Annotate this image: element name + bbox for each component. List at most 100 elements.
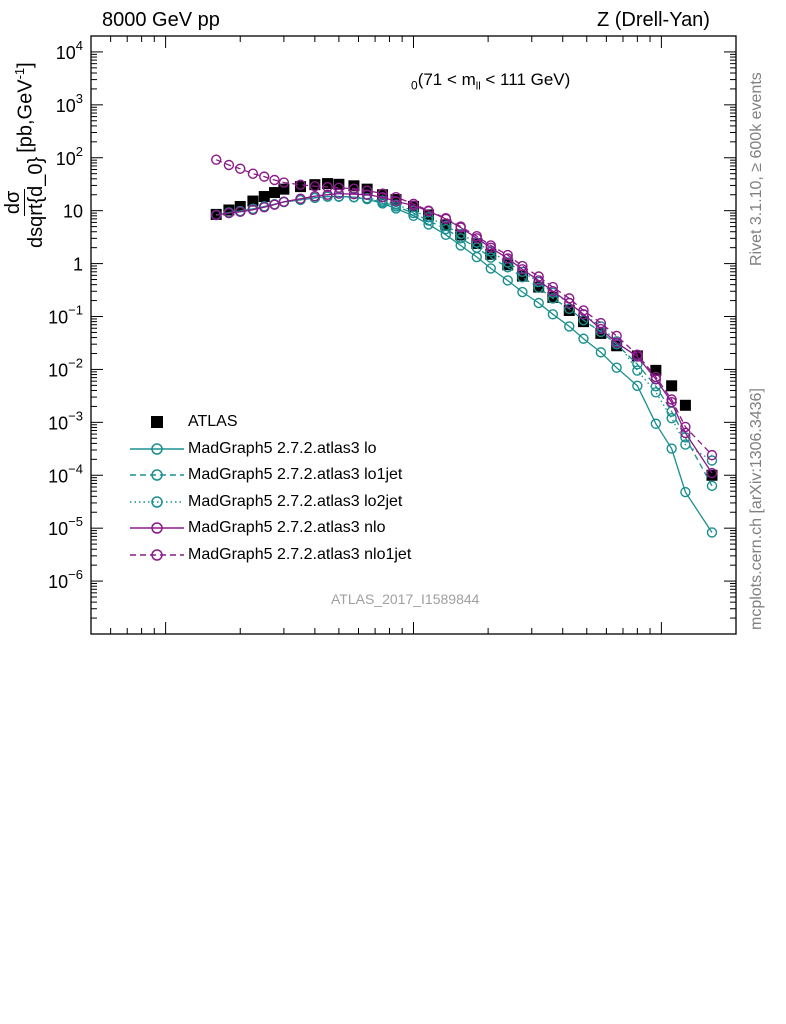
series-marker-5 — [666, 394, 677, 405]
annotation-sub: 0 — [411, 78, 418, 93]
legend-label-nlo1jet: MadGraph5 2.7.2.atlas3 nlo1jet — [188, 545, 412, 563]
series-marker-5 — [632, 349, 643, 360]
series-marker-4 — [235, 206, 246, 218]
series-marker-5 — [440, 213, 452, 224]
series-marker-1 — [423, 219, 434, 230]
series-marker-5 — [706, 449, 718, 461]
series-marker-5 — [533, 271, 544, 282]
y-axis-units-a: [pb,GeV — [14, 79, 37, 153]
series-marker-3 — [440, 220, 452, 231]
series-marker-5 — [278, 177, 290, 188]
side-label-top: Rivet 3.1.10, ≥ 600k events — [748, 72, 765, 266]
legend: ATLAS MadGraph5 2.7.2.atlas3 lo MadGraph… — [128, 409, 411, 568]
series-marker-4 — [295, 193, 306, 204]
series-marker-5 — [485, 240, 496, 251]
y-axis-units: [pb,GeV-1] — [12, 62, 38, 153]
series-marker-3 — [377, 195, 388, 206]
series-marker-3 — [680, 439, 691, 450]
series-marker-4 — [278, 196, 290, 207]
annotation-text-sub: ll — [475, 80, 481, 93]
series-marker-1 — [680, 486, 691, 498]
data-point-atlas — [278, 183, 290, 195]
legend-item-nlo1jet: MadGraph5 2.7.2.atlas3 nlo1jet — [128, 542, 411, 569]
series-marker-5 — [247, 168, 259, 179]
series-marker-5 — [361, 185, 373, 196]
series-marker-5 — [578, 305, 589, 316]
legend-label-nlo: MadGraph5 2.7.2.atlas3 nlo — [188, 519, 386, 537]
y-axis-numerator: dσ — [2, 188, 25, 217]
series-marker-1 — [595, 347, 607, 358]
series-marker-4 — [259, 202, 270, 213]
series-marker-2 — [706, 480, 718, 492]
data-point-atlas — [502, 259, 514, 271]
data-point-atlas — [361, 183, 373, 195]
series-marker-4 — [348, 188, 360, 200]
series-marker-5 — [390, 191, 402, 203]
data-point-atlas — [269, 187, 281, 199]
legend-marker-atlas — [128, 409, 186, 435]
series-marker-5 — [408, 198, 419, 209]
series-marker-4 — [309, 190, 321, 202]
data-point-atlas — [377, 189, 389, 201]
series-marker-4 — [595, 323, 607, 335]
series-marker-3 — [650, 387, 662, 398]
series-marker-3 — [423, 212, 434, 223]
series-marker-4 — [547, 286, 559, 297]
data-point-atlas — [258, 191, 270, 203]
series-marker-2 — [564, 303, 575, 314]
series-marker-4 — [247, 204, 259, 215]
series-marker-1 — [666, 443, 677, 454]
series-marker-2 — [533, 282, 544, 293]
legend-item-lo: MadGraph5 2.7.2.atlas3 lo — [128, 436, 411, 463]
series-marker-2 — [547, 293, 559, 304]
data-point-atlas — [309, 179, 321, 191]
series-marker-5 — [517, 260, 528, 272]
series-marker-1 — [455, 240, 466, 251]
series-marker-2 — [440, 223, 452, 235]
series-marker-5 — [235, 163, 246, 174]
header-left: 8000 GeV pp — [102, 9, 220, 31]
legend-item-lo2jet: MadGraph5 2.7.2.atlas3 lo2jet — [128, 489, 411, 516]
legend-label-lo: MadGraph5 2.7.2.atlas3 lo — [188, 439, 377, 457]
series-marker-5 — [650, 371, 662, 383]
y-axis-units-sup: -1 — [11, 67, 27, 80]
series-marker-4 — [666, 397, 677, 408]
y-tick-label: 10 — [63, 202, 83, 222]
series-marker-5 — [322, 181, 333, 193]
y-axis-denominator: dsqrt{d_0} — [25, 156, 47, 248]
series-marker-5 — [611, 330, 622, 342]
series-marker-1 — [706, 527, 718, 538]
series-marker-1 — [485, 263, 496, 274]
data-point-atlas — [679, 399, 691, 411]
series-marker-5 — [211, 154, 222, 165]
legend-item-atlas: ATLAS — [128, 409, 411, 436]
plot-annotation: 0(71 < mll < 111 GeV) — [411, 70, 570, 92]
series-marker-5 — [333, 182, 345, 194]
series-marker-1 — [564, 321, 575, 332]
series-marker-5 — [423, 205, 434, 216]
series-marker-1 — [408, 210, 419, 222]
y-tick-label: 10−5 — [48, 514, 83, 539]
data-point-atlas — [485, 248, 497, 260]
data-point-atlas — [577, 316, 589, 328]
series-marker-5 — [223, 159, 235, 171]
series-marker-1 — [632, 380, 643, 392]
series-marker-1 — [502, 275, 513, 286]
series-marker-2 — [485, 252, 496, 263]
series-marker-1 — [578, 333, 589, 344]
legend-item-lo1jet: MadGraph5 2.7.2.atlas3 lo1jet — [128, 462, 411, 489]
series-marker-4 — [377, 191, 388, 203]
series-marker-2 — [578, 315, 589, 326]
y-tick-label: 10−6 — [48, 567, 83, 592]
series-marker-5 — [547, 281, 559, 293]
series-marker-1 — [547, 309, 559, 320]
data-point-atlas — [223, 204, 235, 216]
y-axis-fraction: dσ dsqrt{d_0} — [2, 155, 47, 250]
legend-label-atlas: ATLAS — [188, 413, 238, 431]
side-label-bottom: mcplots.cern.ch [arXiv:1306.3436] — [748, 388, 765, 630]
data-point-atlas — [706, 469, 718, 481]
series-marker-4 — [211, 209, 222, 221]
data-point-atlas — [348, 180, 360, 192]
series-marker-1 — [517, 286, 528, 298]
